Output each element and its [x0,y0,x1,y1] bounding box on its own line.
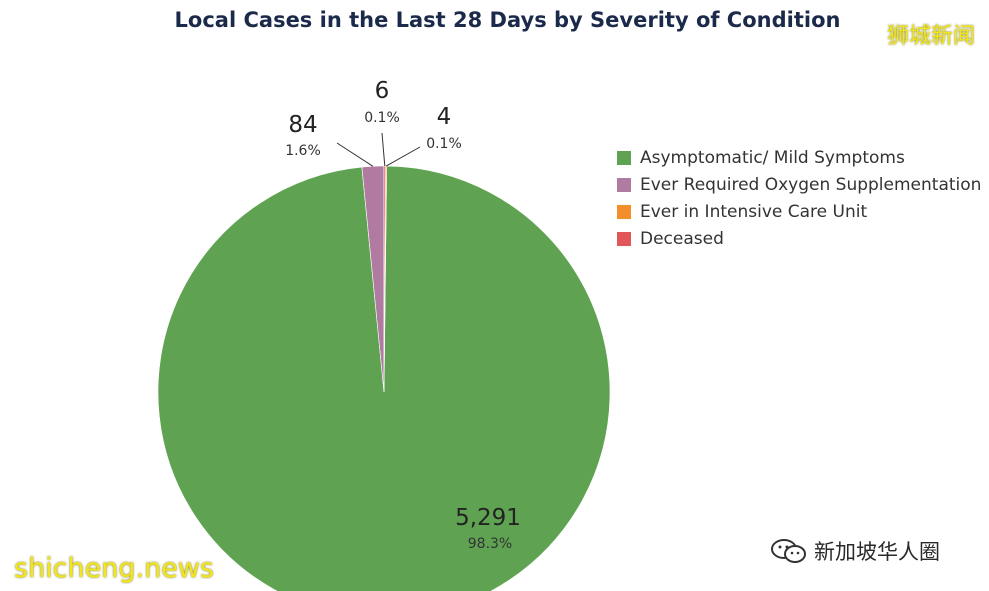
leader-line [385,146,421,167]
percent-label: 1.6% [285,143,321,159]
watermark-text: 新加坡华人圈 [814,540,940,564]
slice-asymptomatic [157,165,611,591]
legend-swatch [617,177,631,192]
legend-label: Ever Required Oxygen Supplementation [640,174,982,195]
legend-label: Asymptomatic/ Mild Symptoms [640,147,905,168]
percent-label: 0.1% [364,110,400,126]
legend-swatch [617,231,631,246]
watermark-top: 狮城新闻 [886,24,975,49]
leader-line [336,142,374,167]
legend-label: Deceased [640,228,724,249]
wechat-icon [771,539,806,563]
value-label: 6 [375,78,390,104]
chart-title: Local Cases in the Last 28 Days by Sever… [174,8,841,32]
slice-deceased [383,165,386,393]
watermark-bottom-right: 新加坡华人圈 [770,536,940,566]
legend-item: Ever in Intensive Care Unit [617,198,981,225]
chart-legend: Asymptomatic/ Mild Symptoms Ever Required… [617,144,981,252]
value-label: 84 [288,112,317,138]
legend-swatch [617,150,631,165]
legend-swatch [617,204,631,219]
percent-label: 98.3% [468,536,512,552]
value-label: 5,291 [455,505,521,531]
legend-label: Ever in Intensive Care Unit [640,201,868,222]
legend-item: Asymptomatic/ Mild Symptoms [617,144,981,171]
legend-item: Ever Required Oxygen Supplementation [617,171,981,198]
percent-label: 0.1% [426,136,462,152]
value-label: 4 [437,104,452,130]
watermark-bottom-left: shicheng.news [14,553,214,584]
legend-item: Deceased [617,225,981,252]
leader-line [381,132,386,167]
